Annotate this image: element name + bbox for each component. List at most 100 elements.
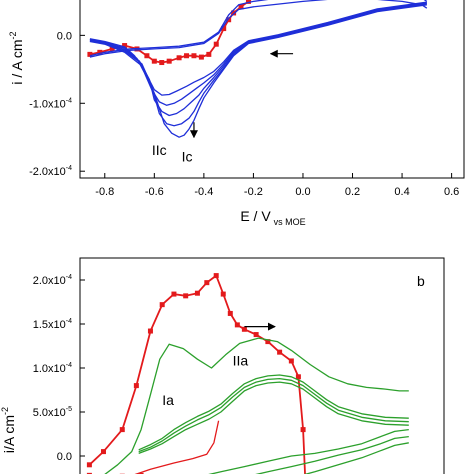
plot-area-b — [79, 257, 445, 474]
data-point-b-0-17 — [277, 349, 283, 355]
y-tick-label-a-2: -2.0x10-4 — [29, 165, 72, 178]
data-point-a-0-13 — [206, 51, 212, 57]
x-tick-label-a-5: 0.2 — [345, 186, 360, 198]
x-tick-label-a-2: -0.4 — [194, 186, 213, 198]
data-point-a-0-12 — [198, 54, 204, 60]
data-point-a-0-16 — [226, 17, 232, 23]
y-axis-ticks-a: 0.0 -1.0x10-4 -2.0x10-4 — [29, 30, 85, 178]
x-tick-label-a-3: -0.2 — [244, 186, 263, 198]
data-point-b-0-14 — [241, 326, 247, 332]
series-line-a-4 — [89, 2, 427, 106]
series-line-b-2 — [134, 420, 220, 474]
series-line-a-6 — [89, 0, 428, 57]
data-point-b-0-6 — [171, 291, 177, 297]
data-point-b-0-0 — [86, 462, 92, 468]
y-tick-label-b-0: 0.0 — [57, 451, 72, 463]
arrows-a — [189, 49, 294, 139]
data-point-a-0-8 — [166, 58, 172, 64]
y-tick-label-b-4: 2.0x10-4 — [33, 274, 72, 287]
series-line-a-5 — [89, 1, 427, 96]
y-tick-label-a-1: -1.0x10-4 — [29, 97, 72, 110]
y-axis-label-a-text: i / A cm — [9, 39, 25, 84]
data-point-b-0-2 — [119, 427, 125, 433]
data-point-a-0-18 — [238, 4, 244, 10]
annotation-a-1: Ic — [182, 149, 193, 165]
panel-label-b: b — [417, 273, 425, 289]
data-point-a-0-3 — [122, 43, 128, 49]
data-point-a-0-15 — [221, 26, 227, 32]
data-point-a-0-5 — [144, 53, 150, 59]
x-axis-label-a-text: E / V — [240, 208, 271, 224]
data-point-b-0-4 — [147, 328, 153, 334]
series-line-b-5 — [138, 377, 409, 453]
data-point-a-0-1 — [97, 49, 103, 55]
x-tick-label-a-6: 0.4 — [394, 186, 409, 198]
annotation-b-0: Ia — [162, 392, 174, 408]
data-point-b-0-11 — [220, 291, 226, 297]
series-line-b-9 — [303, 442, 409, 474]
series-line-b-4 — [138, 381, 409, 455]
data-point-b-0-15 — [253, 332, 259, 338]
y-axis-label-b: i/A cm-2 — [0, 407, 17, 453]
y-tick-label-b-3: 1.5x10-4 — [33, 318, 72, 331]
data-point-b-0-19 — [295, 374, 301, 380]
data-point-b-0-10 — [213, 273, 219, 279]
data-point-b-0-3 — [133, 383, 139, 389]
data-point-a-0-11 — [191, 53, 197, 59]
data-point-b-0-12 — [227, 310, 233, 316]
x-axis-ticks-a: -0.8 -0.6 -0.4 -0.2 0.0 0.2 0.4 0.6 — [95, 173, 459, 198]
data-point-b-0-20 — [300, 427, 306, 433]
series-line-a-1 — [89, 4, 427, 138]
annotations-a: IIc Ic — [152, 142, 193, 165]
x-tick-label-a-4: 0.0 — [295, 186, 310, 198]
series-line-a-3 — [89, 2, 427, 117]
data-point-b-0-13 — [234, 322, 240, 328]
data-point-a-0-9 — [176, 55, 182, 61]
x-tick-label-a-1: -0.6 — [145, 186, 164, 198]
data-point-b-0-16 — [265, 339, 271, 345]
data-point-a-0-0 — [87, 51, 93, 57]
annotation-a-0: IIc — [152, 142, 167, 158]
series-line-a-0 — [89, 0, 252, 64]
data-point-a-0-2 — [109, 46, 115, 52]
y-axis-label-b-text: i/A cm — [1, 415, 17, 453]
data-point-b-0-8 — [194, 290, 200, 296]
x-tick-label-a-7: 0.6 — [444, 186, 459, 198]
y-tick-label-b-1: 5.0x10-5 — [33, 406, 72, 419]
y-axis-label-a: i / A cm-2 — [8, 31, 25, 84]
data-point-b-0-18 — [288, 358, 294, 364]
series-line-b-8 — [255, 435, 409, 474]
chart-panel-a: 0.0 -1.0x10-4 -2.0x10-4 -0.8 -0.6 -0.4 -0.2 0.… — [8, 0, 465, 227]
series-line-a-7 — [89, 0, 428, 58]
data-point-a-0-14 — [213, 41, 219, 47]
series-group-b — [86, 273, 409, 474]
y-tick-label-a-0: 0.0 — [57, 30, 72, 42]
data-point-b-1-3 — [138, 472, 144, 474]
y-tick-label-b-2: 1.0x10-4 — [33, 362, 72, 375]
y-axis-label-a-exp: -2 — [8, 31, 18, 39]
data-point-a-0-17 — [231, 10, 237, 16]
x-tick-label-a-0: -0.8 — [95, 186, 114, 198]
annotations-b: Ia IIa — [162, 352, 248, 408]
annotation-b-1: IIa — [233, 352, 249, 368]
chart-panel-b: 0.0 5.0x10-5 1.0x10-4 1.5x10-4 2.0x10-4 Ia II… — [0, 257, 445, 474]
data-point-a-0-6 — [151, 58, 157, 64]
data-point-b-0-1 — [100, 449, 106, 455]
data-point-b-1-0 — [86, 472, 92, 474]
data-point-b-0-7 — [183, 293, 189, 299]
plot-area-a — [79, 0, 465, 179]
x-axis-label-a-sub: vs MOE — [274, 217, 306, 227]
data-point-b-0-9 — [204, 280, 210, 286]
series-line-b-0 — [88, 274, 306, 474]
data-point-a-0-7 — [159, 60, 165, 66]
y-axis-label-b-exp: -2 — [0, 407, 10, 415]
data-point-a-0-10 — [184, 53, 190, 59]
series-line-b-7 — [208, 428, 409, 474]
series-group-a — [87, 0, 428, 138]
series-line-b-6 — [138, 374, 409, 451]
series-line-b-3 — [104, 337, 409, 474]
y-axis-ticks-b: 0.0 5.0x10-5 1.0x10-4 1.5x10-4 2.0x10-4 — [33, 274, 85, 463]
data-point-b-0-5 — [159, 302, 165, 308]
